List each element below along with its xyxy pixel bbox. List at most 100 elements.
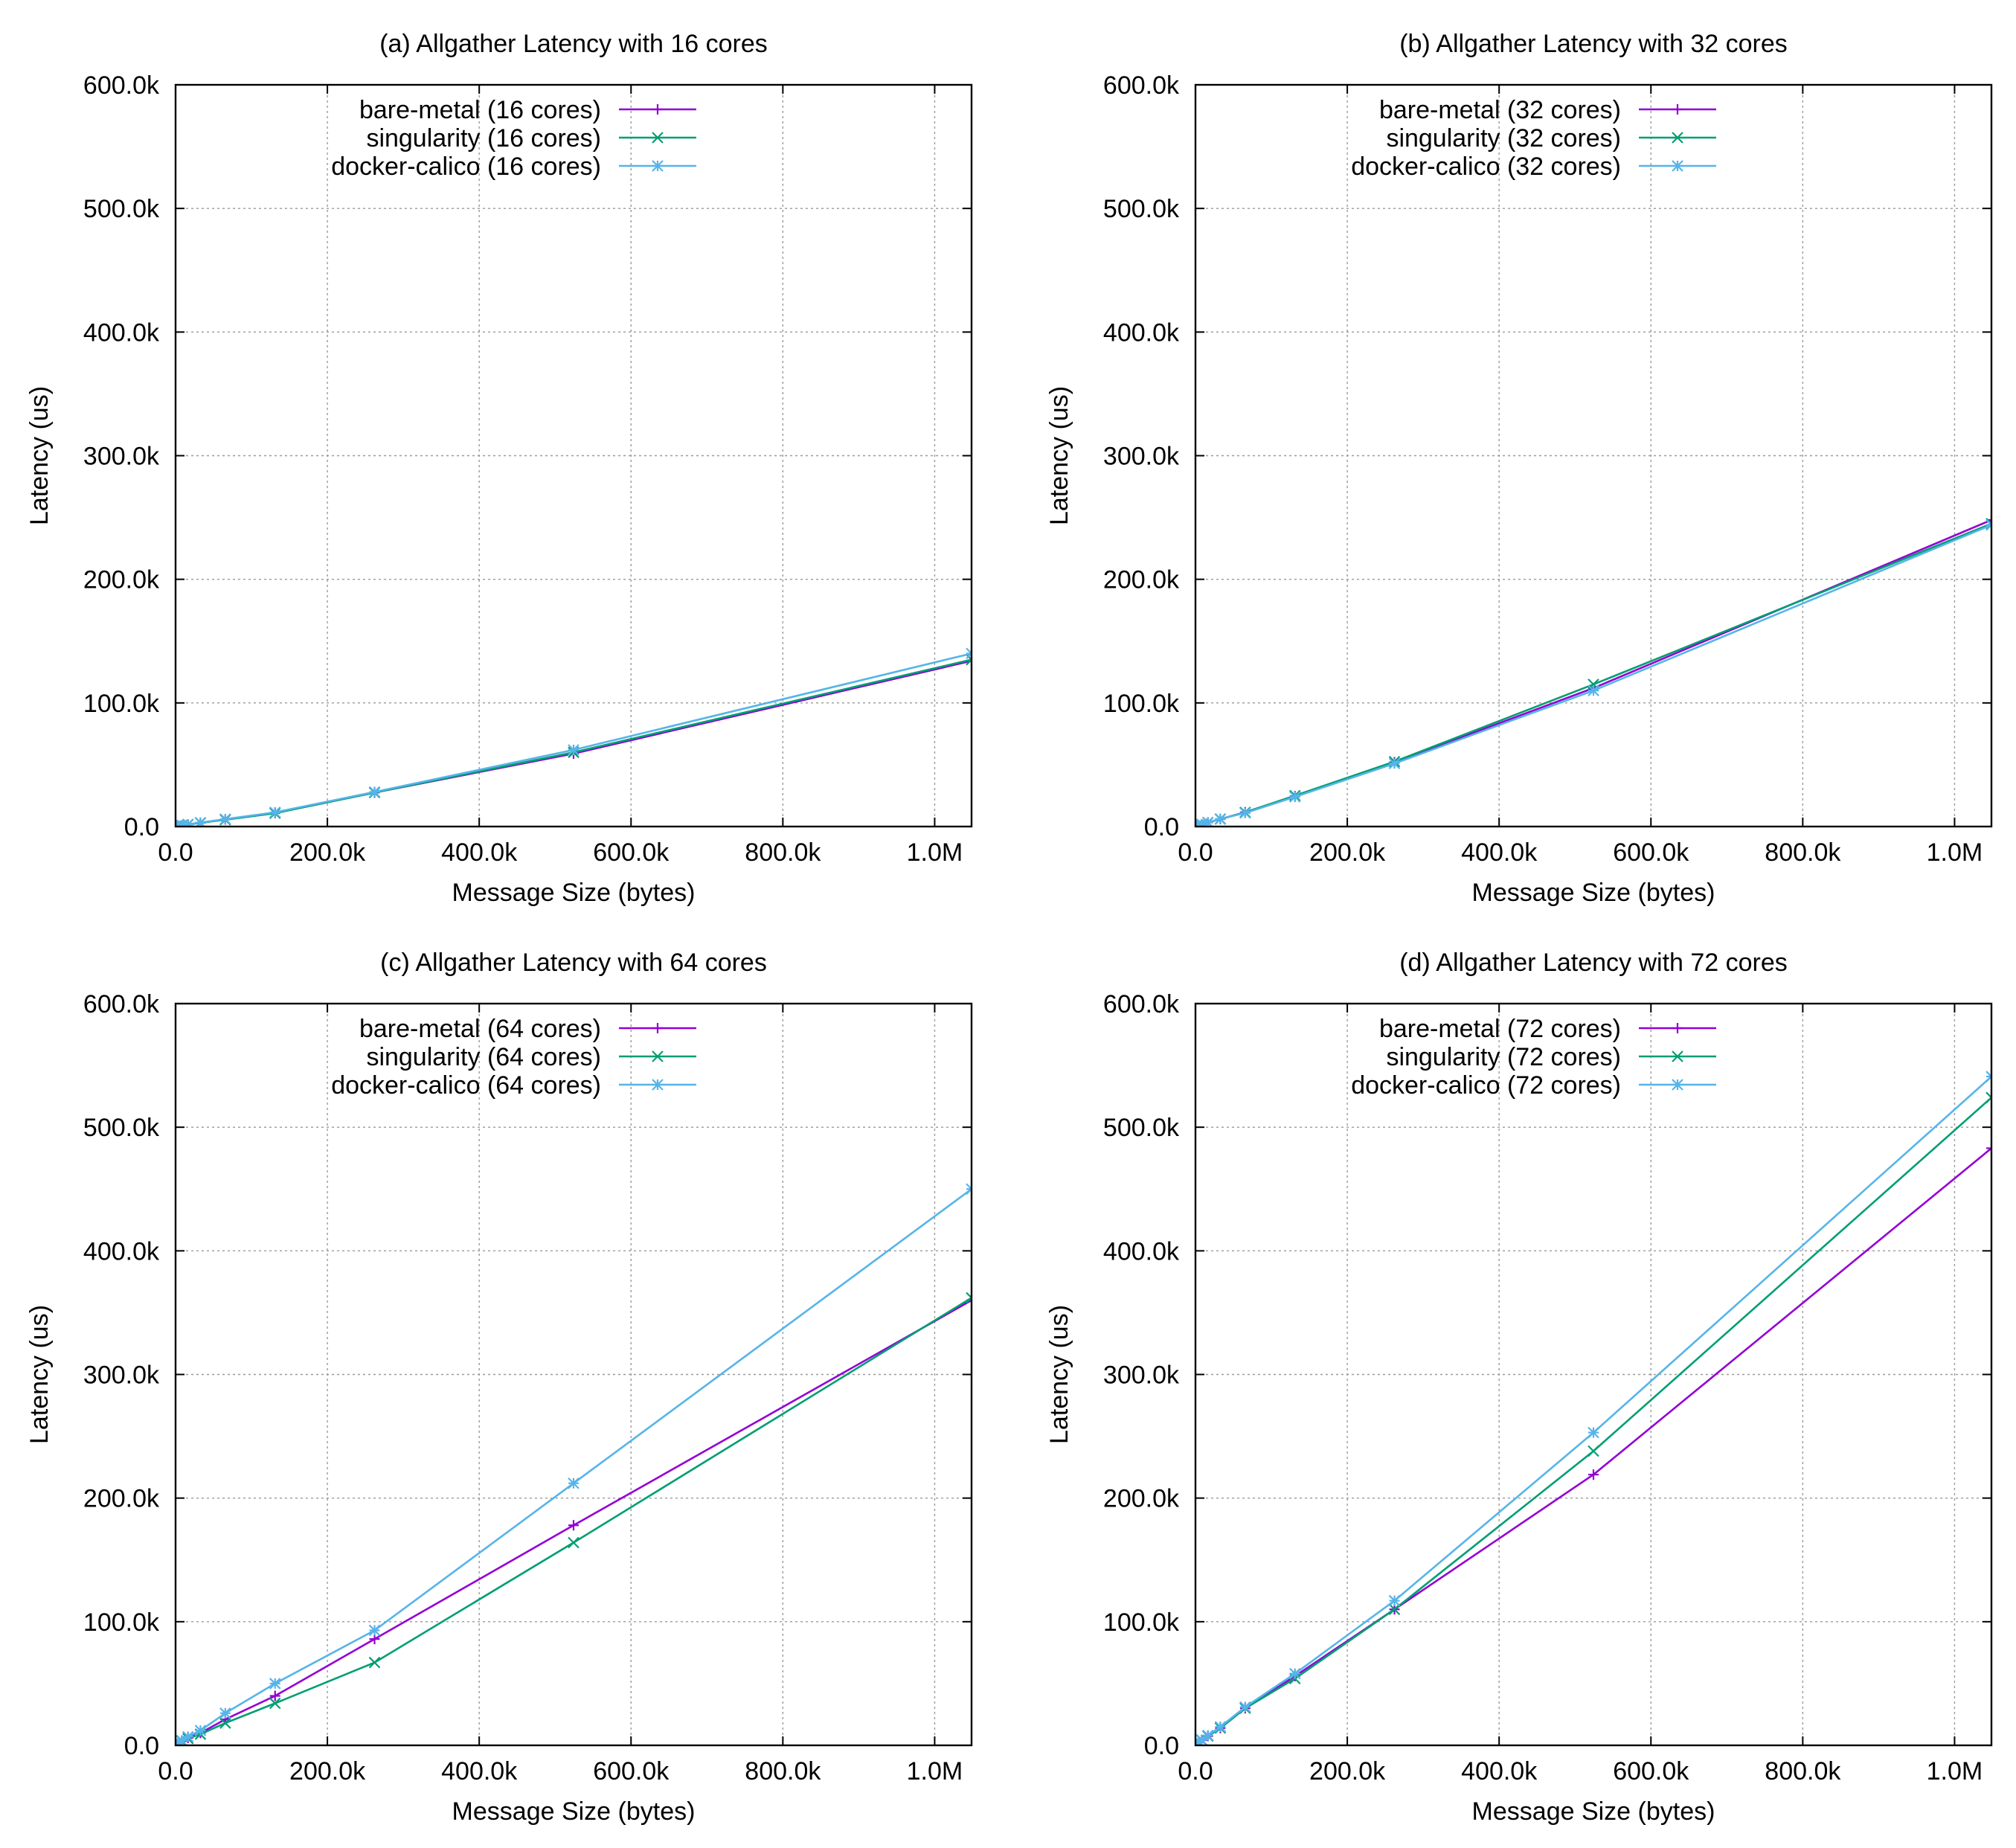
legend-item: singularity (64 cores) <box>366 1043 696 1071</box>
data-point <box>1388 757 1401 770</box>
x-tick-label: 1.0M <box>907 838 963 867</box>
y-tick-label: 0.0 <box>1144 813 1179 841</box>
series-singularity <box>1195 1091 1991 1745</box>
y-tick-label: 400.0k <box>1103 1237 1180 1265</box>
x-tick-label: 800.0k <box>745 838 821 867</box>
data-point <box>269 1690 280 1701</box>
data-point <box>568 1520 579 1531</box>
y-tick-label: 200.0k <box>83 1485 160 1513</box>
x-tick-label: 0.0 <box>1178 838 1213 867</box>
legend-item: docker-calico (32 cores) <box>1351 153 1716 181</box>
x-axis-label: Message Size (bytes) <box>1472 1797 1715 1826</box>
legend-item: bare-metal (72 cores) <box>1379 1015 1716 1043</box>
data-point <box>1588 684 1599 696</box>
y-tick-label: 600.0k <box>83 990 160 1018</box>
data-point <box>568 1477 580 1489</box>
x-tick-label: 600.0k <box>1613 1757 1689 1786</box>
legend-label: bare-metal (72 cores) <box>1379 1015 1621 1043</box>
y-tick-label: 0.0 <box>124 813 159 841</box>
legend-marker <box>1672 132 1683 144</box>
legend-marker <box>1672 1050 1683 1062</box>
data-point <box>269 806 281 818</box>
y-tick-label: 100.0k <box>1103 1608 1180 1637</box>
data-point <box>269 1678 281 1690</box>
y-tick-label: 300.0k <box>1103 1361 1180 1390</box>
legend-item: bare-metal (64 cores) <box>359 1015 696 1043</box>
data-point <box>1239 806 1251 819</box>
x-tick-label: 200.0k <box>1309 838 1386 867</box>
y-tick-label: 400.0k <box>83 318 160 347</box>
y-tick-label: 100.0k <box>83 1608 160 1637</box>
grid <box>176 85 972 827</box>
series-docker-calico <box>1195 1071 1991 1745</box>
x-tick-label: 400.0k <box>1461 838 1538 867</box>
series-bare-metal <box>176 1294 972 1745</box>
legend-item: docker-calico (64 cores) <box>331 1071 696 1100</box>
chart-title: (c) Allgather Latency with 64 cores <box>380 949 767 977</box>
series-docker-calico <box>176 647 972 827</box>
data-point <box>219 1707 231 1719</box>
legend-item: singularity (32 cores) <box>1386 124 1716 153</box>
data-point <box>568 744 580 756</box>
x-tick-label: 1.0M <box>907 1757 963 1786</box>
series-line <box>176 652 972 827</box>
legend-marker <box>652 132 664 144</box>
y-tick-label: 100.0k <box>1103 690 1180 718</box>
legend-marker <box>1672 160 1683 172</box>
data-point <box>182 818 194 827</box>
data-point <box>568 1536 580 1549</box>
legend-item: singularity (16 cores) <box>366 124 696 153</box>
legend-label: docker-calico (64 cores) <box>331 1071 601 1100</box>
data-point <box>1214 812 1227 825</box>
legend-label: bare-metal (32 cores) <box>1379 96 1621 124</box>
data-point <box>1588 1426 1599 1439</box>
y-tick-label: 300.0k <box>1103 443 1180 471</box>
data-point <box>368 1656 381 1669</box>
legend-label: singularity (64 cores) <box>366 1043 601 1071</box>
plot-frame <box>1194 1002 1993 1747</box>
legend-marker <box>1672 104 1683 115</box>
y-tick-label: 500.0k <box>1103 195 1180 223</box>
legend-label: docker-calico (72 cores) <box>1351 1071 1621 1100</box>
x-tick-label: 200.0k <box>289 1757 366 1786</box>
x-tick-label: 0.0 <box>158 1757 193 1786</box>
data-point <box>1588 1469 1599 1480</box>
x-tick-label: 1.0M <box>1927 838 1983 867</box>
y-axis-label: Latency (us) <box>1045 386 1073 525</box>
chart-panel-2: (b) Allgather Latency with 32 cores 0.0 20… <box>1045 30 1993 907</box>
y-tick-label: 400.0k <box>83 1237 160 1265</box>
x-axis-label: Message Size (bytes) <box>1472 879 1715 907</box>
x-tick-label: 0.0 <box>158 838 193 867</box>
x-tick-label: 800.0k <box>1765 838 1841 867</box>
legend: bare-metal (16 cores)singularity (16 cor… <box>331 96 696 181</box>
x-tick-label: 200.0k <box>1309 1757 1386 1786</box>
legend: bare-metal (32 cores)singularity (32 cor… <box>1351 96 1716 181</box>
grid <box>1195 85 1991 827</box>
x-tick-label: 600.0k <box>1613 838 1689 867</box>
legend-label: docker-calico (16 cores) <box>331 153 601 181</box>
legend-label: singularity (32 cores) <box>1386 124 1621 153</box>
data-point <box>219 1717 231 1729</box>
y-tick-label: 200.0k <box>83 566 160 594</box>
y-tick-label: 300.0k <box>83 1361 160 1390</box>
series-line <box>1195 1076 1991 1745</box>
data-point <box>1388 1594 1401 1607</box>
legend-label: singularity (16 cores) <box>366 124 601 153</box>
series-bare-metal <box>1195 514 1991 827</box>
series-line <box>1195 522 1991 827</box>
chart-panel-4: (d) Allgather Latency with 72 cores 0.0 20… <box>1045 949 1993 1826</box>
legend-marker <box>1672 1023 1683 1033</box>
y-tick-label: 100.0k <box>83 690 160 718</box>
x-tick-label: 800.0k <box>1765 1757 1841 1786</box>
series-line <box>176 660 972 827</box>
series-line <box>1195 1147 1991 1745</box>
data-point <box>182 1730 194 1743</box>
data-point <box>1986 1143 1991 1154</box>
y-tick-label: 500.0k <box>1103 1114 1180 1142</box>
legend-marker <box>652 104 663 115</box>
legend-marker <box>1672 1079 1683 1091</box>
y-tick-label: 600.0k <box>1103 71 1180 100</box>
chart-title: (a) Allgather Latency with 16 cores <box>379 30 768 58</box>
x-tick-label: 400.0k <box>441 1757 518 1786</box>
series-singularity <box>1195 518 1991 827</box>
